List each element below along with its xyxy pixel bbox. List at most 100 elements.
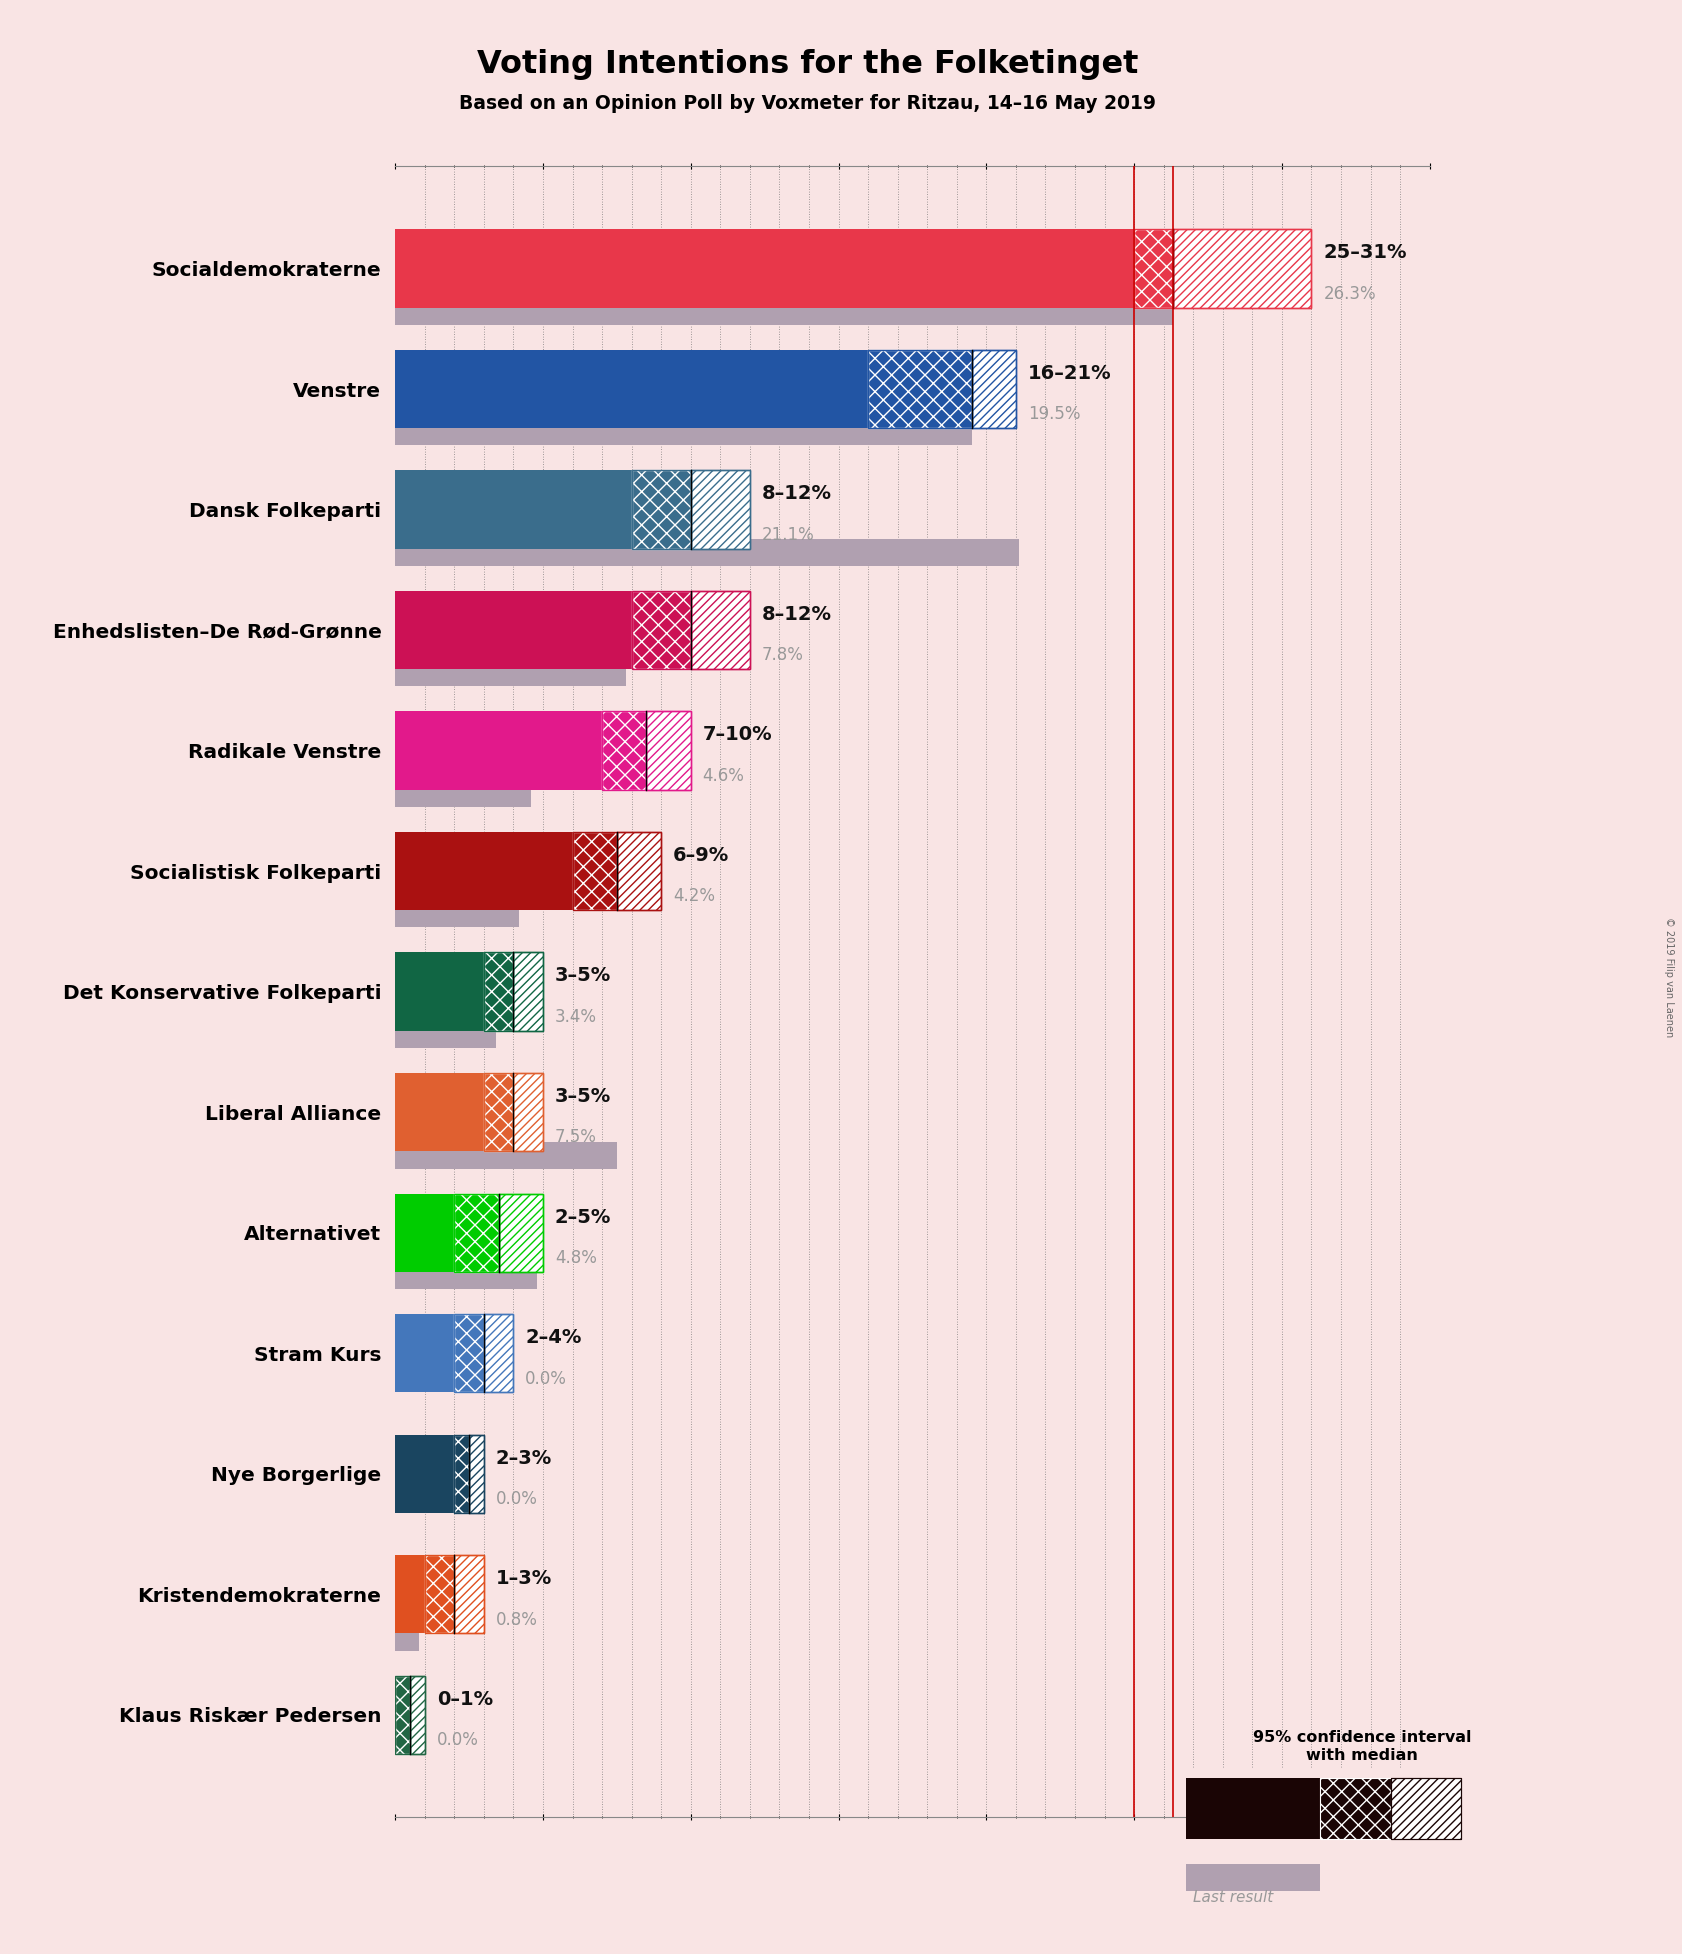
Bar xyxy=(395,1022,496,1047)
Bar xyxy=(426,1555,454,1634)
Bar xyxy=(395,1073,484,1151)
Bar xyxy=(395,1677,410,1755)
Text: 0.0%: 0.0% xyxy=(437,1731,478,1749)
Bar xyxy=(691,590,750,670)
Text: 7–10%: 7–10% xyxy=(703,725,772,744)
Bar xyxy=(972,350,1016,428)
Text: 2–4%: 2–4% xyxy=(525,1329,582,1346)
Text: Last result: Last result xyxy=(1193,1890,1273,1905)
Bar xyxy=(484,1073,513,1151)
Bar xyxy=(454,1313,484,1393)
Bar xyxy=(454,1434,469,1512)
Bar xyxy=(454,1555,484,1634)
Bar xyxy=(395,1313,454,1393)
Bar xyxy=(691,471,750,549)
Bar xyxy=(646,711,691,789)
Bar xyxy=(513,1073,543,1151)
Bar xyxy=(484,952,513,1032)
Bar xyxy=(484,952,513,1032)
Bar xyxy=(469,1434,484,1512)
Bar xyxy=(632,590,691,670)
Bar xyxy=(484,1073,513,1151)
Text: 0.0%: 0.0% xyxy=(496,1491,538,1508)
Bar xyxy=(972,350,1016,428)
Bar xyxy=(1134,229,1172,307)
Bar xyxy=(868,350,972,428)
Bar xyxy=(395,590,632,670)
Bar xyxy=(395,1677,410,1755)
Bar xyxy=(868,350,972,428)
Bar xyxy=(395,299,1172,324)
Bar xyxy=(632,590,691,670)
Bar xyxy=(632,471,691,549)
Bar xyxy=(454,1434,469,1512)
Bar xyxy=(395,1262,537,1290)
Bar xyxy=(1172,229,1312,307)
Bar xyxy=(395,780,532,807)
Bar xyxy=(691,590,750,670)
Bar xyxy=(454,1313,484,1393)
Bar xyxy=(395,539,1019,567)
Bar xyxy=(395,1194,454,1272)
Bar xyxy=(395,901,520,928)
Text: 19.5%: 19.5% xyxy=(1028,404,1080,424)
Bar xyxy=(395,660,626,686)
Bar xyxy=(646,711,691,789)
Bar xyxy=(602,711,646,789)
Text: 26.3%: 26.3% xyxy=(1324,285,1376,303)
Text: 4.8%: 4.8% xyxy=(555,1249,597,1266)
Bar xyxy=(395,1434,454,1512)
Bar xyxy=(572,832,617,911)
Bar xyxy=(572,832,617,911)
Bar xyxy=(632,471,691,549)
Bar xyxy=(469,1434,484,1512)
Bar xyxy=(426,1555,454,1634)
Text: 8–12%: 8–12% xyxy=(762,606,833,623)
Bar xyxy=(395,350,868,428)
Bar xyxy=(632,471,691,549)
Text: 3.4%: 3.4% xyxy=(555,1008,597,1026)
Bar xyxy=(498,1194,543,1272)
Bar xyxy=(498,1194,543,1272)
Bar xyxy=(1320,1778,1391,1839)
Bar xyxy=(691,471,750,549)
Text: 3–5%: 3–5% xyxy=(555,1086,611,1106)
Bar xyxy=(410,1677,426,1755)
Bar xyxy=(484,952,513,1032)
Bar xyxy=(484,1313,513,1393)
Bar xyxy=(484,1313,513,1393)
Bar xyxy=(602,711,646,789)
Bar xyxy=(454,1194,498,1272)
Text: 7.8%: 7.8% xyxy=(762,647,804,664)
Bar xyxy=(395,1624,419,1651)
Text: Voting Intentions for the Folketinget: Voting Intentions for the Folketinget xyxy=(476,49,1139,80)
Bar xyxy=(410,1677,426,1755)
Bar xyxy=(513,952,543,1032)
Bar xyxy=(691,590,750,670)
Bar xyxy=(617,832,661,911)
Bar xyxy=(617,832,661,911)
Bar xyxy=(395,1555,426,1634)
Bar xyxy=(395,229,1134,307)
Bar xyxy=(513,1073,543,1151)
Bar xyxy=(617,832,661,911)
Bar xyxy=(691,471,750,549)
Bar xyxy=(1391,1778,1462,1839)
Bar xyxy=(1186,1864,1320,1891)
Bar xyxy=(484,1073,513,1151)
Bar xyxy=(972,350,1016,428)
Bar xyxy=(602,711,646,789)
Text: 7.5%: 7.5% xyxy=(555,1129,597,1147)
Text: 25–31%: 25–31% xyxy=(1324,244,1406,262)
Text: 4.6%: 4.6% xyxy=(703,766,745,786)
Bar xyxy=(426,1555,454,1634)
Bar xyxy=(454,1434,469,1512)
Text: © 2019 Filip van Laenen: © 2019 Filip van Laenen xyxy=(1663,916,1674,1038)
Text: 3–5%: 3–5% xyxy=(555,967,611,985)
Text: 16–21%: 16–21% xyxy=(1028,363,1112,383)
Bar xyxy=(395,832,572,911)
Bar xyxy=(454,1555,484,1634)
Bar xyxy=(454,1194,498,1272)
Text: 0.0%: 0.0% xyxy=(525,1370,567,1387)
Bar xyxy=(395,952,484,1032)
